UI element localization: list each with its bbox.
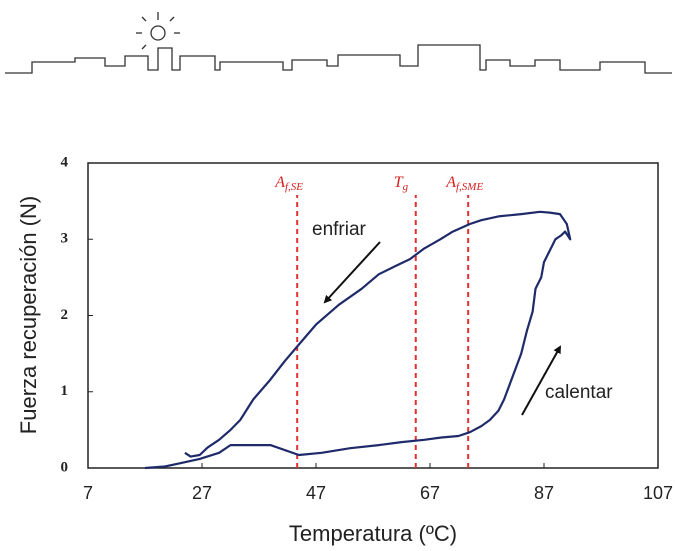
reference-symbol: A bbox=[274, 174, 285, 191]
x-tick-label: 7 bbox=[83, 483, 93, 503]
x-tick-label: 67 bbox=[420, 483, 440, 503]
annotation: enfriar bbox=[312, 219, 367, 240]
reference-subscript: f,SE bbox=[285, 181, 303, 193]
plot-frame bbox=[87, 162, 659, 469]
x-tick-label: 107 bbox=[643, 483, 673, 503]
annotation-arrow bbox=[521, 345, 561, 416]
reference-subscript: g bbox=[403, 181, 409, 193]
x-tick-label: 27 bbox=[192, 483, 212, 503]
reference-label: Af,SME bbox=[445, 174, 483, 193]
reference-label: Tg bbox=[394, 174, 409, 193]
reference-subscript: f,SME bbox=[456, 181, 483, 193]
x-axis-label: Temperatura (ºC) bbox=[289, 521, 457, 546]
reference-symbol: A bbox=[445, 174, 456, 191]
data-line bbox=[144, 210, 572, 470]
y-tick-label: 2 bbox=[61, 307, 69, 323]
y-tick-label: 0 bbox=[61, 459, 69, 475]
annotation-arrow bbox=[323, 241, 381, 304]
reference-symbol: T bbox=[394, 174, 404, 191]
y-tick-label: 1 bbox=[61, 383, 69, 399]
header-skyline bbox=[5, 12, 672, 74]
y-tick-label: 4 bbox=[61, 154, 69, 170]
x-tick-label: 87 bbox=[534, 483, 554, 503]
x-tick-label: 47 bbox=[306, 483, 326, 503]
y-axis-label: Fuerza recuperación (N) bbox=[16, 196, 41, 434]
annotation: calentar bbox=[545, 382, 613, 403]
y-tick-label: 3 bbox=[61, 231, 69, 247]
reference-label: Af,SE bbox=[274, 174, 303, 193]
